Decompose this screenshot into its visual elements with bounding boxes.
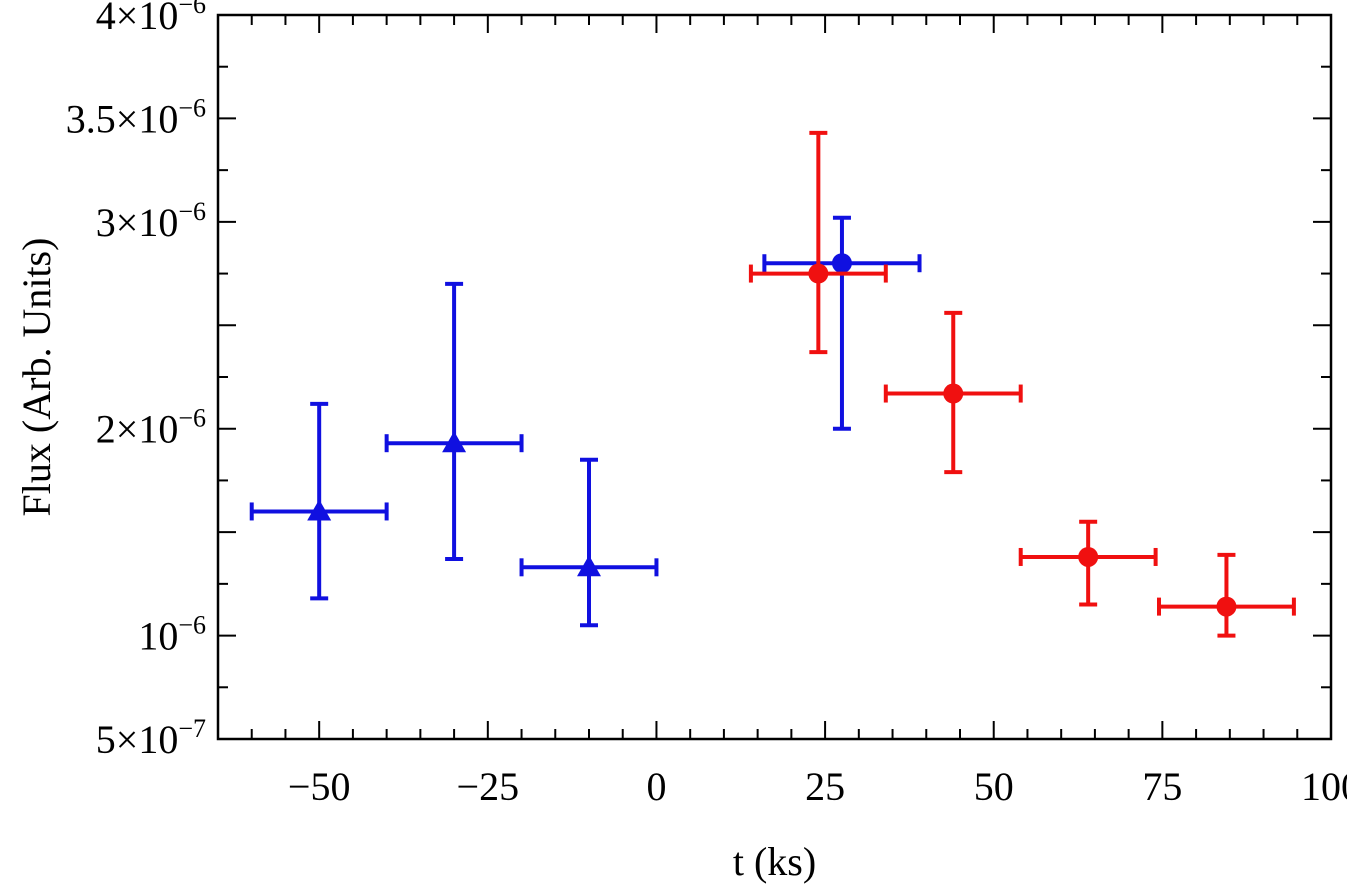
y-tick-label: 5×10−7 [96, 714, 206, 762]
y-tick-label: 3×10−6 [96, 197, 206, 245]
x-tick-label: 100 [1301, 764, 1347, 809]
x-tick-label: 50 [974, 764, 1014, 809]
y-tick-mantissa: 2×10 [96, 407, 179, 452]
y-tick-mantissa: 4×10 [96, 0, 179, 38]
y-tick-mantissa: 3×10 [96, 200, 179, 245]
y-tick-mantissa: 5×10 [96, 717, 179, 762]
data-points [249, 130, 1296, 638]
y-tick-mantissa: 3.5×10 [66, 96, 179, 141]
y-tick-label: 2×10−6 [96, 404, 206, 452]
circle-marker [831, 253, 852, 274]
y-tick-label: 10−6 [138, 611, 206, 659]
series-2 [748, 130, 1296, 638]
plot-frame [216, 13, 1333, 741]
triangle-marker [442, 431, 467, 453]
x-axis-label: t (ks) [733, 839, 816, 884]
circle-marker [1216, 596, 1237, 617]
circle-marker [1078, 546, 1099, 567]
circle-marker [808, 263, 829, 284]
axis-ticks [218, 14, 1332, 740]
y-tick-exponent: −6 [178, 0, 206, 19]
y-tick-exponent: −6 [178, 611, 206, 640]
y-tick-exponent: −7 [178, 714, 206, 743]
x-tick-label: 25 [805, 764, 845, 809]
x-tick-label: −25 [457, 764, 520, 809]
y-axis-label: Flux (Arb. Units) [14, 238, 59, 517]
y-tick-mantissa: 10 [138, 614, 178, 659]
circle-marker [943, 383, 964, 404]
x-tick-label: 0 [646, 764, 666, 809]
y-tick-exponent: −6 [178, 404, 206, 433]
triangle-marker [577, 555, 601, 577]
y-tick-exponent: −6 [178, 197, 206, 226]
x-tick-label: 75 [1142, 764, 1182, 809]
y-tick-exponent: −6 [178, 93, 206, 122]
y-tick-label: 4×10−6 [96, 0, 206, 38]
series-1 [762, 215, 922, 431]
x-tick-label: −50 [288, 764, 351, 809]
tick-labels: −50−2502550751005×10−710−62×10−63×10−63.… [66, 0, 1347, 809]
y-tick-label: 3.5×10−6 [66, 93, 206, 141]
series-0 [249, 281, 659, 628]
triangle-marker [307, 499, 332, 521]
